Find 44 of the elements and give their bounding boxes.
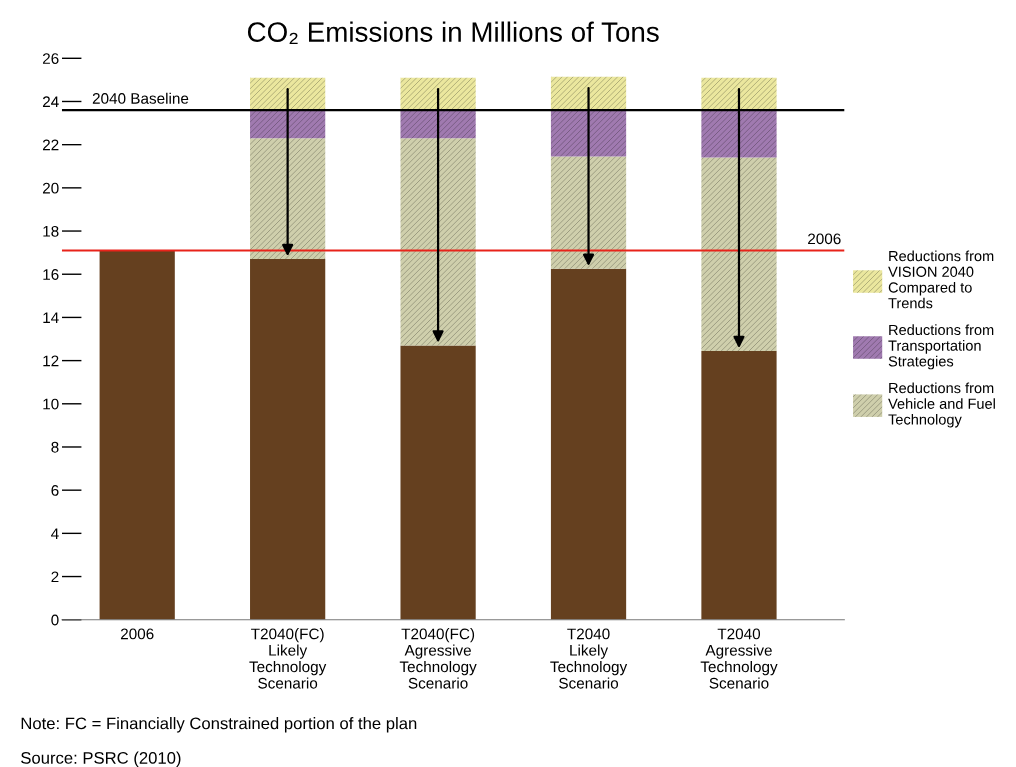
annotation: 2006 [808, 233, 841, 245]
legend-label: Reductions from Vehicle and Fuel Technology [888, 382, 995, 428]
bar [701, 350, 777, 620]
bar [400, 138, 476, 346]
bar [550, 268, 627, 620]
bar [250, 110, 326, 139]
bar [250, 138, 326, 260]
x-tick-label: T2040(FC) Agressive Technology Scenario [399, 628, 477, 689]
y-tick-label: 24 [42, 96, 59, 108]
bar [250, 259, 326, 620]
bar [400, 110, 476, 139]
y-tick-label: 16 [43, 269, 59, 280]
x-tick-label: 2006 [120, 628, 154, 640]
y-tick-label: 0 [51, 614, 59, 626]
bar [250, 77, 326, 111]
y-tick-label: 8 [51, 441, 59, 453]
bar [550, 156, 627, 269]
y-tick-label: 22 [42, 139, 59, 151]
legend-label: Reductions from Transportation Strategies [888, 324, 994, 370]
y-tick-label: 10 [43, 398, 59, 410]
text: Note: FC = Financially Constrained portion of the plan [21, 717, 417, 733]
bar [400, 77, 476, 111]
x-tick-label: T2040 Agressive Technology Scenario [700, 628, 778, 689]
y-tick-label: 6 [51, 485, 59, 496]
y-tick-label: 20 [42, 182, 59, 194]
y-tick-label: 18 [43, 225, 59, 237]
bar [99, 250, 175, 620]
ref-line-label: 2040 Baseline [92, 92, 189, 104]
y-tick-label: 2 [51, 571, 59, 583]
bar [400, 345, 476, 620]
bar [701, 77, 777, 111]
legend-label: Reductions from VISION 2040 Compared to Trends [888, 250, 994, 309]
bar [550, 109, 627, 157]
bar [701, 157, 777, 351]
x-tick-label: T2040(FC) Likely Technology Scenario [249, 628, 327, 689]
chart-title: CO₂ Emissions in Millions of Tons [247, 21, 659, 44]
bar [550, 76, 627, 110]
y-tick-label: 4 [51, 528, 59, 539]
x-tick-label: T2040 Likely Technology Scenario [550, 628, 628, 689]
y-tick-label: 26 [42, 53, 59, 64]
bar [701, 110, 777, 158]
y-tick-label: 14 [43, 312, 59, 323]
y-tick-label: 12 [43, 355, 59, 367]
source-note: Source: PSRC (2010) [21, 751, 181, 767]
